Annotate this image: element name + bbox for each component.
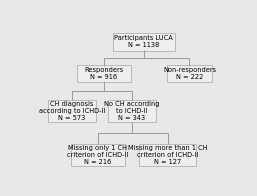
Text: Responders
N = 916: Responders N = 916 bbox=[84, 67, 123, 80]
FancyBboxPatch shape bbox=[139, 143, 196, 166]
Text: Non-responders
N = 222: Non-responders N = 222 bbox=[163, 67, 216, 80]
Text: Missing only 1 CH
criterion of ICHD-II
N = 216: Missing only 1 CH criterion of ICHD-II N… bbox=[67, 145, 128, 165]
FancyBboxPatch shape bbox=[71, 143, 125, 166]
FancyBboxPatch shape bbox=[77, 65, 131, 82]
Text: Missing more than 1 CH
criterion of ICHD-II
N = 127: Missing more than 1 CH criterion of ICHD… bbox=[128, 145, 207, 165]
FancyBboxPatch shape bbox=[108, 100, 155, 122]
Text: Participants LUCA
N = 1138: Participants LUCA N = 1138 bbox=[114, 35, 173, 48]
Text: CH diagnosis
according to ICHD-II
N = 573: CH diagnosis according to ICHD-II N = 57… bbox=[39, 101, 105, 121]
FancyBboxPatch shape bbox=[167, 65, 212, 82]
FancyBboxPatch shape bbox=[113, 33, 175, 51]
Text: No CH according
to ICHD-II
N = 343: No CH according to ICHD-II N = 343 bbox=[104, 101, 159, 121]
FancyBboxPatch shape bbox=[48, 100, 96, 122]
